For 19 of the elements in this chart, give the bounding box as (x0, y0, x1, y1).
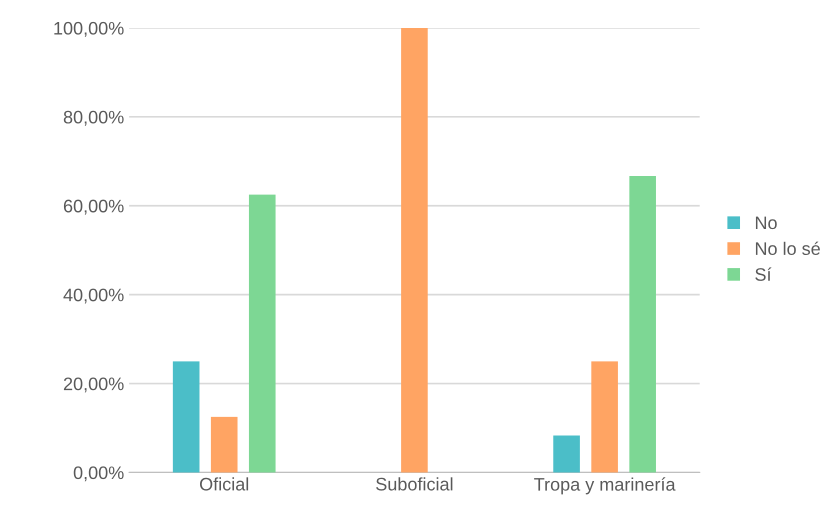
y-tick-label: 60,00% (64, 200, 124, 215)
legend-label: Sí (755, 267, 772, 281)
x-tick-label: Suboficial (376, 477, 452, 491)
legend-label: No lo sé (756, 242, 820, 256)
bar (401, 28, 428, 472)
y-tick-label: 20,00% (64, 377, 124, 392)
x-tick-label: Oficial (200, 477, 248, 491)
x-tick-label: Tropa y marinería (534, 477, 676, 494)
bar (172, 361, 200, 472)
legend-label: No (756, 216, 777, 230)
bar (629, 176, 656, 472)
y-tick-label: 100,00% (54, 22, 124, 37)
bar (210, 416, 238, 472)
bar (553, 436, 580, 472)
y-tick-label: 0,00% (74, 466, 124, 482)
bar (248, 194, 276, 472)
y-tick-label: 40,00% (63, 288, 124, 304)
y-tick-label: 80,00% (64, 110, 124, 126)
bar (591, 361, 618, 472)
